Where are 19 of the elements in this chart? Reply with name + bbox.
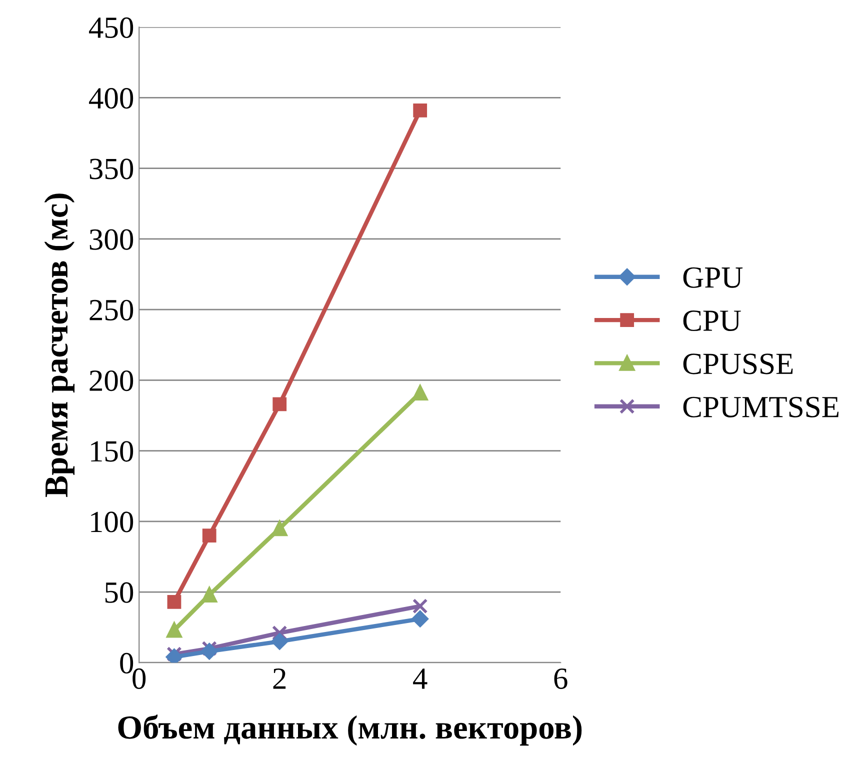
y-tick-label: 200 <box>90 370 134 392</box>
y-tick-label: 250 <box>90 300 134 320</box>
x-axis-title: Объем данных (млн. векторов) <box>118 714 582 746</box>
y-tick-label: 100 <box>91 512 134 532</box>
legend-label: CPUMTSSE <box>683 396 838 418</box>
y-tick-label: 400 <box>88 88 134 109</box>
legend-label: GPU <box>683 267 743 288</box>
y-axis-title: Время расчетов (мс) <box>44 194 75 497</box>
x-tick-label: 2 <box>273 668 286 689</box>
y-tick-label: 300 <box>90 229 134 250</box>
x-tick-label: 4 <box>413 668 428 689</box>
y-tick-label: 450 <box>88 17 134 38</box>
y-tick-label: 350 <box>90 158 134 180</box>
y-tick-label: 0 <box>120 652 134 674</box>
y-tick-label: 150 <box>91 441 134 462</box>
x-tick-label: 6 <box>554 668 568 689</box>
legend-label: CPUSSE <box>683 354 793 374</box>
y-tick-label: 50 <box>105 582 134 603</box>
legend-label: CPU <box>683 310 741 332</box>
